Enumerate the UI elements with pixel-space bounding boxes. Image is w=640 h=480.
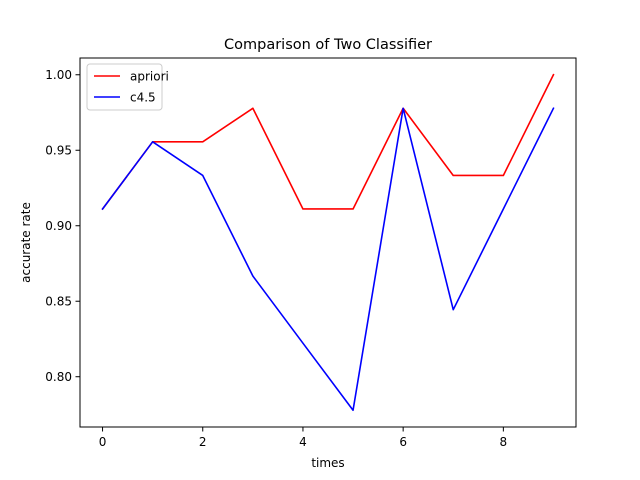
y-tick-label: 0.90 [45, 219, 72, 233]
x-tick-label: 0 [99, 435, 107, 449]
plot-frame [79, 57, 577, 428]
x-tick-label: 6 [399, 435, 407, 449]
y-tick-label: 0.80 [45, 370, 72, 384]
x-axis-ticks: 0 2 4 6 8 [99, 427, 507, 449]
x-tick-label: 4 [299, 435, 307, 449]
x-tick-label: 8 [500, 435, 508, 449]
x-tick-label: 2 [199, 435, 207, 449]
series-line-c4-5 [101, 107, 555, 412]
y-tick-label: 1.00 [45, 68, 72, 82]
x-axis-label: times [311, 456, 344, 470]
series-line-apriori [101, 73, 555, 211]
y-tick-label: 0.95 [45, 144, 72, 158]
chart-title: Comparison of Two Classifier [224, 37, 432, 53]
y-tick-label: 0.85 [45, 295, 72, 309]
legend-label-c4-5: c4.5 [130, 90, 156, 104]
y-axis-ticks: 0.80 0.85 0.90 0.95 1.00 [45, 68, 80, 384]
legend: apriori c4.5 [86, 63, 169, 111]
series-layer [101, 73, 555, 412]
y-axis-label: accurate rate [19, 202, 33, 283]
legend-label-apriori: apriori [130, 69, 169, 83]
